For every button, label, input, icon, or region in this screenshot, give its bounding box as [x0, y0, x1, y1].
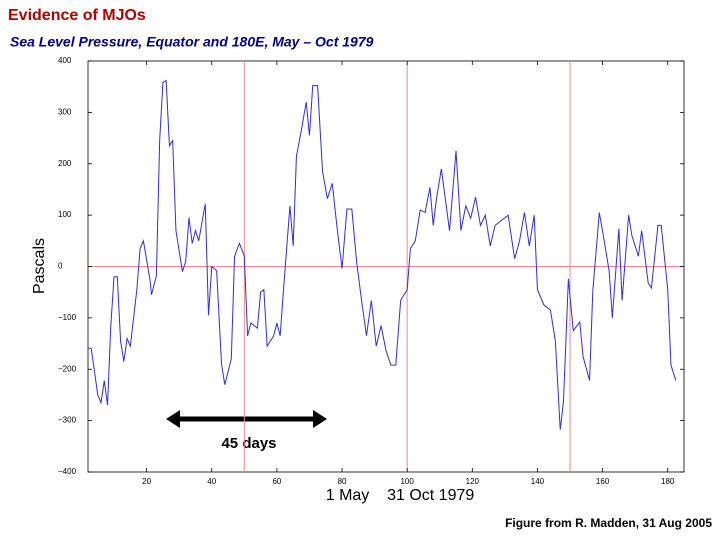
y-tick-label: −200: [58, 364, 77, 373]
x-axis-label: 1 May 31 Oct 1979: [326, 487, 475, 504]
x-tick-label: 80: [338, 477, 347, 486]
x-tick-label: 180: [661, 477, 675, 486]
y-tick-label: 300: [58, 107, 72, 116]
y-axis-label: Pascals: [31, 238, 48, 294]
y-tick-label: −400: [58, 467, 77, 476]
data-line: [87, 79, 677, 430]
x-tick-label: 160: [596, 477, 610, 486]
x-tick-label: 100: [400, 477, 414, 486]
x-tick-label: 40: [207, 477, 216, 486]
subtitle: Sea Level Pressure, Equator and 180E, Ma…: [10, 34, 374, 50]
x-tick-label: 120: [466, 477, 480, 486]
span-arrow: [166, 410, 327, 428]
y-tick-label: 0: [58, 262, 63, 271]
slide-title: Evidence of MJOs: [8, 7, 146, 24]
credit: Figure from R. Madden, 31 Aug 2005: [505, 516, 712, 530]
y-tick-label: −300: [58, 416, 77, 425]
y-tick-label: −100: [58, 313, 77, 322]
y-tick-label: 200: [58, 159, 72, 168]
x-tick-label: 140: [531, 477, 545, 486]
y-tick-label: 100: [58, 210, 72, 219]
x-tick-label: 20: [142, 477, 151, 486]
annotation: 45 days: [221, 435, 276, 452]
y-tick-label: 400: [58, 56, 72, 65]
x-tick-label: 60: [272, 477, 281, 486]
